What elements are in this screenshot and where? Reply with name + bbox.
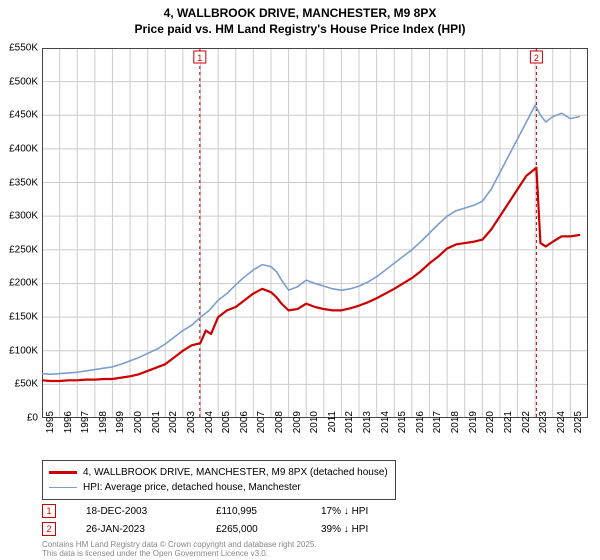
x-tick-label: 2010 <box>309 411 320 441</box>
x-tick-label: 1996 <box>63 411 74 441</box>
x-tick-label: 2006 <box>239 411 250 441</box>
x-tick-label: 2014 <box>380 411 391 441</box>
marker-price: £265,000 <box>216 524 321 535</box>
x-tick-label: 1999 <box>115 411 126 441</box>
x-tick-label: 2008 <box>274 411 285 441</box>
x-tick-label: 2002 <box>168 411 179 441</box>
title-line-1: 4, WALLBROOK DRIVE, MANCHESTER, M9 8PX <box>0 6 600 22</box>
marker-badge: 2 <box>42 522 56 536</box>
x-tick-label: 2013 <box>362 411 373 441</box>
marker-badge: 1 <box>42 504 56 518</box>
legend: 4, WALLBROOK DRIVE, MANCHESTER, M9 8PX (… <box>42 460 396 500</box>
x-tick-label: 2018 <box>450 411 461 441</box>
legend-label: 4, WALLBROOK DRIVE, MANCHESTER, M9 8PX (… <box>83 465 388 480</box>
x-tick-label: 2011 <box>327 411 338 441</box>
x-tick-label: 2009 <box>292 411 303 441</box>
y-tick-label: £500K <box>2 76 38 87</box>
x-tick-label: 2024 <box>556 411 567 441</box>
y-tick-label: £550K <box>2 43 38 54</box>
x-tick-label: 2021 <box>503 411 514 441</box>
legend-item: 4, WALLBROOK DRIVE, MANCHESTER, M9 8PX (… <box>49 465 389 480</box>
y-tick-label: £100K <box>2 345 38 356</box>
footnote-line-2: This data is licensed under the Open Gov… <box>42 549 317 558</box>
y-tick-label: £350K <box>2 177 38 188</box>
y-tick-label: £150K <box>2 312 38 323</box>
marker-date: 26-JAN-2023 <box>86 524 216 535</box>
x-tick-label: 2025 <box>573 411 584 441</box>
y-tick-label: £450K <box>2 110 38 121</box>
x-tick-label: 1995 <box>45 411 56 441</box>
y-tick-label: £200K <box>2 278 38 289</box>
x-tick-label: 2001 <box>151 411 162 441</box>
x-tick-label: 2017 <box>432 411 443 441</box>
y-tick-label: £50K <box>2 379 38 390</box>
legend-swatch <box>49 471 77 473</box>
marker-row: 1 18-DEC-2003 £110,995 17% ↓ HPI <box>42 502 391 520</box>
x-tick-label: 1998 <box>98 411 109 441</box>
x-tick-label: 2016 <box>415 411 426 441</box>
x-tick-label: 2005 <box>221 411 232 441</box>
x-tick-label: 2015 <box>397 411 408 441</box>
y-tick-label: £300K <box>2 211 38 222</box>
chart-container: 4, WALLBROOK DRIVE, MANCHESTER, M9 8PX P… <box>0 0 600 560</box>
x-tick-label: 2012 <box>344 411 355 441</box>
title-line-2: Price paid vs. HM Land Registry's House … <box>0 22 600 38</box>
x-tick-label: 2023 <box>538 411 549 441</box>
x-tick-label: 2003 <box>186 411 197 441</box>
y-tick-label: £250K <box>2 244 38 255</box>
y-tick-label: £400K <box>2 143 38 154</box>
marker-date: 18-DEC-2003 <box>86 506 216 517</box>
x-tick-label: 2020 <box>485 411 496 441</box>
y-tick-label: £0 <box>2 413 38 424</box>
legend-swatch <box>49 487 77 489</box>
x-tick-label: 1997 <box>80 411 91 441</box>
marker-price: £110,995 <box>216 506 321 517</box>
svg-text:1: 1 <box>197 53 202 63</box>
marker-pct: 17% ↓ HPI <box>321 506 391 517</box>
legend-item: HPI: Average price, detached house, Manc… <box>49 480 389 495</box>
x-tick-label: 2019 <box>468 411 479 441</box>
footnote-line-1: Contains HM Land Registry data © Crown c… <box>42 540 317 549</box>
svg-text:2: 2 <box>534 53 539 63</box>
marker-table: 1 18-DEC-2003 £110,995 17% ↓ HPI 2 26-JA… <box>42 502 391 538</box>
x-tick-label: 2007 <box>256 411 267 441</box>
plot-svg: 12 <box>42 48 588 418</box>
marker-pct: 39% ↓ HPI <box>321 524 391 535</box>
x-tick-label: 2022 <box>521 411 532 441</box>
x-tick-label: 2000 <box>133 411 144 441</box>
legend-label: HPI: Average price, detached house, Manc… <box>83 480 301 495</box>
chart-title: 4, WALLBROOK DRIVE, MANCHESTER, M9 8PX P… <box>0 0 600 37</box>
x-tick-label: 2004 <box>204 411 215 441</box>
footnote: Contains HM Land Registry data © Crown c… <box>42 540 317 558</box>
chart-area: 12 £0£50K£100K£150K£200K£250K£300K£350K£… <box>42 48 588 418</box>
marker-row: 2 26-JAN-2023 £265,000 39% ↓ HPI <box>42 520 391 538</box>
